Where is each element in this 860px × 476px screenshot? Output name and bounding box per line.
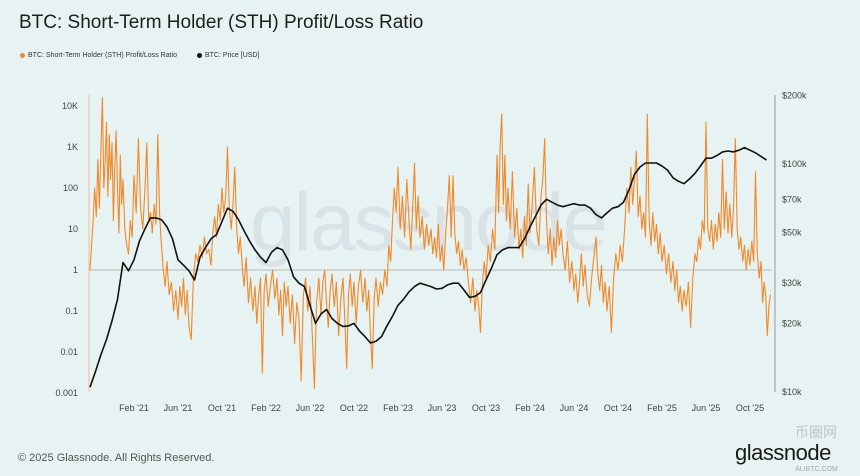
y-left-tick-label: 0.001 [55,388,78,398]
x-tick-label: Oct '24 [604,403,632,413]
y-right-tick-label: $70k [782,194,802,204]
x-tick-label: Oct '23 [472,403,500,413]
x-tick-label: Oct '22 [340,403,368,413]
y-left-tick-label: 10 [68,224,78,234]
x-tick-label: Jun '21 [164,403,193,413]
y-left-tick-label: 1K [67,142,78,152]
x-tick-label: Oct '25 [736,403,764,413]
glassnode-logo: glassnode [735,440,831,465]
y-right-tick-label: $200k [782,90,807,100]
y-left-tick-label: 1 [73,265,78,275]
y-right-tick-label: $100k [782,159,807,169]
x-tick-label: Jun '23 [428,403,457,413]
y-right-tick-label: $20k [782,318,802,328]
site-watermark: 币圈网 [795,424,837,440]
y-right-tick-label: $30k [782,278,802,288]
x-tick-label: Jun '22 [296,403,325,413]
sth-ratio-line [89,97,771,389]
y-left-tick-label: 0.1 [65,306,78,316]
legend-label-price: BTC: Price [USD] [204,52,260,59]
x-tick-label: Feb '22 [251,403,281,413]
y-left-tick-label: 10K [62,101,78,111]
x-tick-label: Feb '21 [119,403,149,413]
copyright-footer: © 2025 Glassnode. All Rights Reserved. [18,452,215,464]
y-right-tick-label: $10k [782,387,802,397]
legend-item-price[interactable]: BTC: Price [USD] [196,51,260,60]
legend-swatch-black-icon [196,53,202,58]
legend-swatch-orange-icon [20,53,25,58]
legend-item-sth-ratio[interactable]: BTC: Short-Term Holder (STH) Profit/Loss… [20,51,177,60]
x-tick-label: Jun '25 [692,403,721,413]
y-left-tick-label: 0.01 [60,347,78,357]
x-tick-label: Jun '24 [560,403,589,413]
chart-title: BTC: Short-Term Holder (STH) Profit/Loss… [19,12,424,33]
x-tick-label: Oct '21 [208,403,236,413]
x-tick-label: Feb '24 [515,403,545,413]
btc-price-line [89,146,767,388]
legend-label-sth-ratio: BTC: Short-Term Holder (STH) Profit/Loss… [28,52,177,59]
legend: BTC: Short-Term Holder (STH) Profit/Loss… [20,51,259,60]
x-tick-label: Feb '25 [647,403,677,413]
site-watermark-url: ALIBTC.COM [795,466,838,473]
y-right-tick-label: $50k [782,228,802,238]
y-left-tick-label: 100 [63,183,78,193]
x-tick-label: Feb '23 [383,403,413,413]
